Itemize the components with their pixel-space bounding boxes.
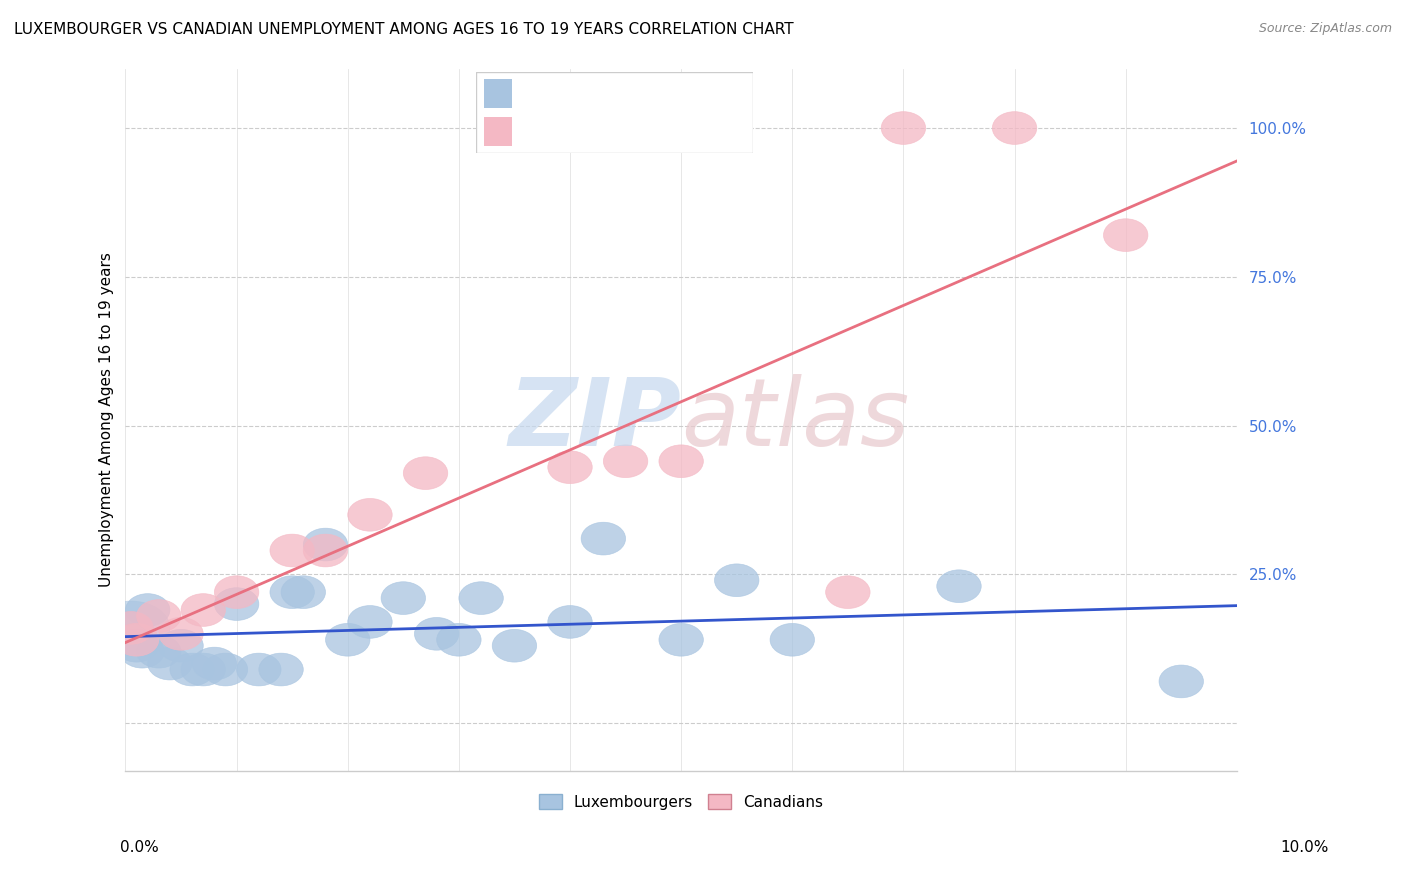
Ellipse shape [659,624,703,657]
Text: LUXEMBOURGER VS CANADIAN UNEMPLOYMENT AMONG AGES 16 TO 19 YEARS CORRELATION CHAR: LUXEMBOURGER VS CANADIAN UNEMPLOYMENT AM… [14,22,793,37]
Ellipse shape [108,612,153,644]
Ellipse shape [125,594,170,626]
Ellipse shape [437,624,481,657]
Ellipse shape [259,653,304,686]
Ellipse shape [181,653,225,686]
Legend: Luxembourgers, Canadians: Luxembourgers, Canadians [533,788,830,815]
Ellipse shape [1159,665,1204,698]
Text: 0.0%: 0.0% [120,840,159,855]
Ellipse shape [993,112,1036,145]
Ellipse shape [492,630,537,662]
Ellipse shape [114,624,159,657]
Ellipse shape [936,570,981,603]
Ellipse shape [581,522,626,555]
Text: atlas: atlas [681,374,910,465]
Ellipse shape [159,630,204,662]
Ellipse shape [204,653,247,686]
Ellipse shape [304,534,347,567]
Ellipse shape [193,648,236,680]
Ellipse shape [381,582,426,615]
Ellipse shape [714,564,759,597]
Ellipse shape [159,617,204,650]
Ellipse shape [415,617,458,650]
Ellipse shape [270,576,315,608]
Ellipse shape [181,594,225,626]
Ellipse shape [326,624,370,657]
Ellipse shape [93,601,170,655]
Ellipse shape [825,576,870,608]
Ellipse shape [603,445,648,477]
Text: ZIP: ZIP [509,374,681,466]
Ellipse shape [214,588,259,621]
Y-axis label: Unemployment Among Ages 16 to 19 years: Unemployment Among Ages 16 to 19 years [100,252,114,587]
Ellipse shape [347,606,392,639]
Ellipse shape [236,653,281,686]
Ellipse shape [304,528,347,561]
Ellipse shape [214,576,259,608]
Ellipse shape [404,457,447,490]
Ellipse shape [270,534,315,567]
Ellipse shape [281,576,326,608]
Ellipse shape [770,624,814,657]
Ellipse shape [120,635,165,668]
Text: 10.0%: 10.0% [1281,840,1329,855]
Ellipse shape [114,630,159,662]
Ellipse shape [882,112,925,145]
Ellipse shape [136,635,181,668]
Ellipse shape [548,606,592,639]
Ellipse shape [1104,219,1147,252]
Text: Source: ZipAtlas.com: Source: ZipAtlas.com [1258,22,1392,36]
Ellipse shape [347,499,392,531]
Ellipse shape [136,599,181,632]
Ellipse shape [659,445,703,477]
Ellipse shape [458,582,503,615]
Ellipse shape [548,450,592,483]
Ellipse shape [170,653,214,686]
Ellipse shape [148,648,193,680]
Ellipse shape [108,612,153,644]
